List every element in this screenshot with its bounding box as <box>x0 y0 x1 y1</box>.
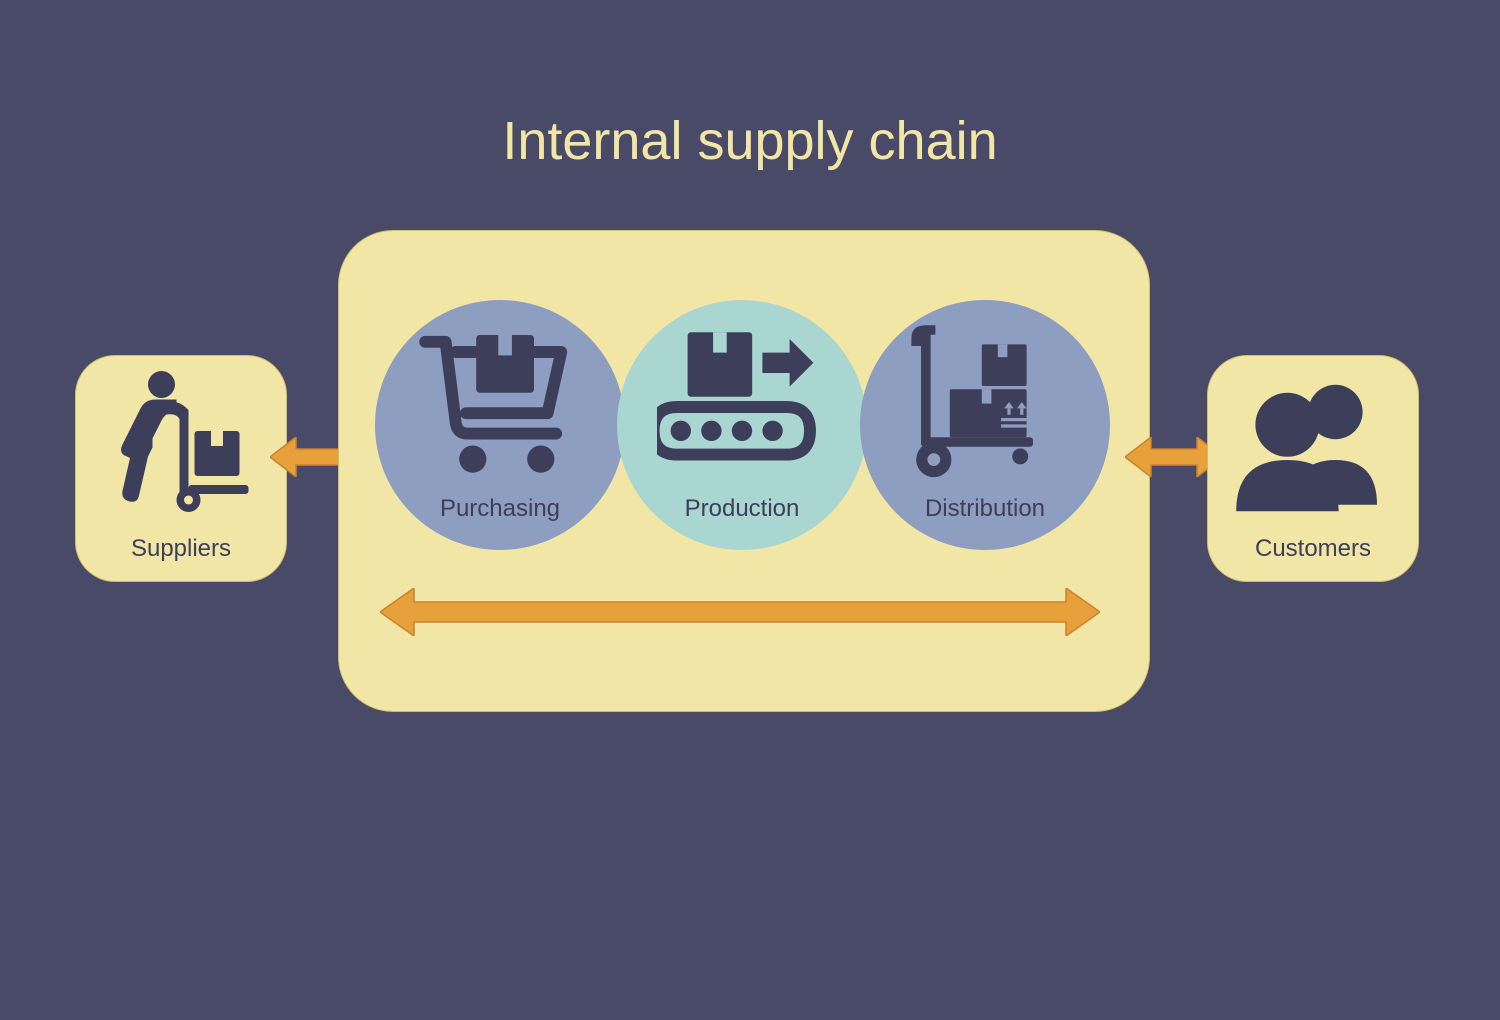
arrow-internal-flow <box>380 588 1100 636</box>
production-label: Production <box>617 495 867 523</box>
suppliers-label: Suppliers <box>76 535 286 563</box>
circle-distribution: Distribution <box>860 300 1110 550</box>
shopping-cart-icon <box>415 318 585 488</box>
diagram-title: Internal supply chain <box>0 110 1500 172</box>
hand-truck-boxes-icon <box>905 322 1065 482</box>
circle-purchasing: Purchasing <box>375 300 625 550</box>
customers-people-icon <box>1233 364 1393 524</box>
distribution-label: Distribution <box>860 495 1110 523</box>
circle-production: Production <box>617 300 867 550</box>
suppliers-card: Suppliers <box>75 355 287 582</box>
customers-label: Customers <box>1208 535 1418 563</box>
conveyor-belt-icon <box>657 322 827 492</box>
supplier-hand-truck-icon <box>106 368 256 518</box>
customers-card: Customers <box>1207 355 1419 582</box>
purchasing-label: Purchasing <box>375 495 625 523</box>
